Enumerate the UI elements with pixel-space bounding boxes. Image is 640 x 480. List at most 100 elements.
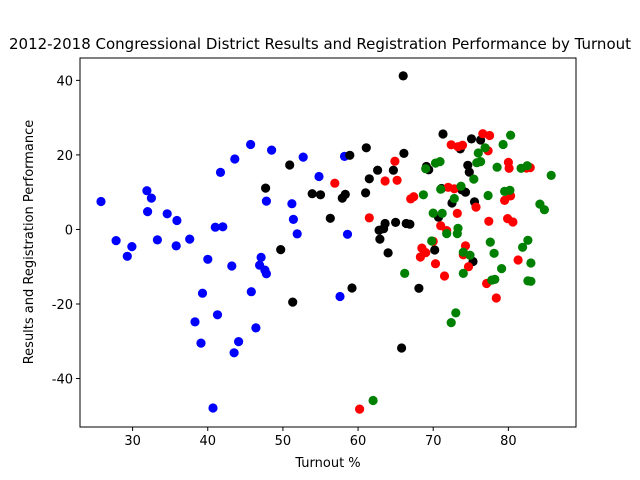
data-point (288, 214, 298, 224)
data-point (215, 167, 226, 177)
data-point (388, 165, 398, 175)
data-point (469, 174, 479, 184)
y-tick-label: 40 (56, 74, 73, 89)
data-point (171, 241, 181, 251)
data-point (465, 250, 475, 260)
data-point (143, 207, 153, 217)
data-point (539, 205, 550, 215)
data-point (484, 216, 494, 226)
data-point (330, 178, 340, 188)
data-point (227, 261, 237, 271)
data-point (452, 208, 462, 218)
data-point (390, 156, 400, 166)
data-point (458, 268, 468, 278)
data-point (261, 196, 271, 206)
data-point (246, 139, 256, 150)
data-point (212, 310, 223, 320)
data-point (364, 174, 374, 184)
data-point (185, 234, 195, 244)
data-point (345, 150, 355, 160)
data-point (421, 164, 431, 174)
data-point (190, 317, 200, 327)
x-tick-label: 40 (199, 434, 216, 449)
data-point (380, 218, 390, 229)
data-point (172, 215, 182, 226)
x-tick-label: 50 (275, 434, 292, 449)
data-point (196, 338, 206, 348)
data-point (491, 293, 501, 303)
data-point (409, 192, 419, 202)
data-point (364, 213, 374, 223)
data-point (142, 186, 152, 196)
data-point (368, 395, 378, 406)
data-point (430, 245, 440, 255)
data-point (383, 248, 393, 258)
data-point (522, 161, 532, 171)
data-point (210, 222, 220, 232)
data-point (485, 237, 495, 247)
data-point (485, 130, 495, 141)
data-point (505, 185, 515, 195)
data-point (523, 235, 533, 245)
data-point (430, 259, 441, 269)
chart-title: 2012-2018 Congressional District Results… (9, 35, 631, 53)
data-point (546, 170, 556, 180)
data-point (442, 229, 452, 239)
data-point (361, 188, 371, 198)
data-point (438, 129, 448, 139)
y-axis-ticks: -40 -20 0 20 40 (52, 74, 80, 388)
data-point (463, 262, 474, 272)
data-point (400, 268, 410, 278)
y-tick-label: 20 (56, 149, 73, 164)
x-tick-label: 70 (425, 434, 442, 449)
data-point (361, 143, 371, 153)
data-point (267, 145, 277, 155)
plot-frame (79, 57, 577, 428)
data-point (285, 160, 295, 170)
x-tick-label: 60 (350, 434, 367, 449)
data-point (342, 229, 353, 239)
data-point (335, 291, 345, 302)
data-point (453, 223, 463, 233)
data-point (373, 165, 383, 175)
data-point (435, 157, 445, 167)
data-point (146, 193, 156, 203)
data-point (456, 181, 466, 191)
data-point (483, 190, 493, 201)
data-point (325, 213, 335, 223)
data-point (449, 193, 459, 204)
x-axis-label: Turnout % (294, 456, 360, 471)
data-point (506, 130, 516, 140)
data-point (526, 276, 536, 286)
y-axis-label: Results and Registration Performance (22, 120, 37, 365)
data-point (513, 255, 523, 265)
data-point (298, 152, 308, 162)
data-point (355, 404, 365, 414)
data-point (197, 288, 208, 298)
y-tick-label: 0 (65, 223, 73, 238)
data-point (315, 190, 326, 200)
data-point (251, 323, 261, 333)
data-point (428, 208, 438, 218)
data-point (347, 283, 357, 293)
data-point (391, 217, 401, 227)
data-point (473, 148, 483, 158)
data-point (418, 190, 428, 200)
data-point (208, 403, 218, 413)
data-point (230, 154, 240, 164)
x-tick-label: 80 (500, 434, 517, 449)
data-point (526, 258, 536, 268)
y-tick-label: -40 (52, 373, 73, 388)
data-point (504, 163, 514, 173)
data-point (457, 140, 468, 150)
data-point (152, 235, 162, 245)
data-point (111, 236, 121, 246)
data-point (437, 208, 447, 218)
data-point (397, 343, 407, 353)
data-point (229, 348, 239, 358)
data-point (246, 287, 256, 297)
data-point (127, 242, 137, 252)
data-point (288, 297, 298, 307)
